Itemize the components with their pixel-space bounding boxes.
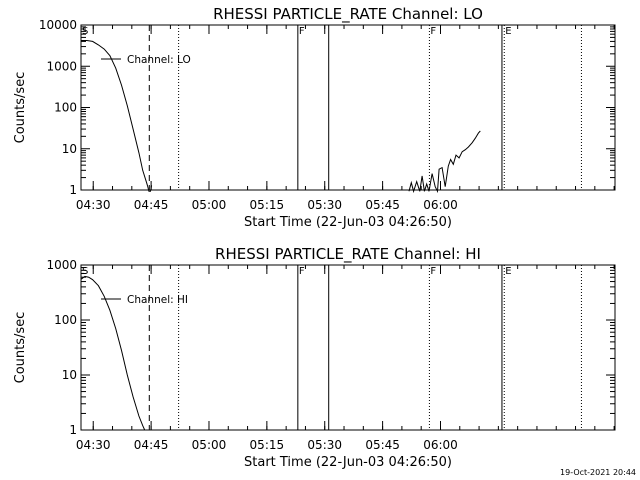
plot-panel-lo: RHESSI PARTICLE_RATE Channel: LO Counts/s… (13, 5, 616, 230)
x-tick-label: 06:00 (423, 438, 458, 452)
chart-title: RHESSI PARTICLE_RATE Channel: HI (215, 245, 481, 264)
plot-panel-hi: RHESSI PARTICLE_RATE Channel: HI Counts/s… (13, 245, 616, 470)
x-tick-label: 05:30 (307, 438, 342, 452)
chart-title: RHESSI PARTICLE_RATE Channel: LO (213, 5, 483, 24)
y-tick-label: 1 (69, 423, 77, 437)
legend-label: Channel: HI (127, 294, 188, 306)
y-axis-label: Counts/sec (13, 312, 28, 384)
x-tick-label: 05:45 (365, 198, 400, 212)
x-tick-label: 05:45 (365, 438, 400, 452)
y-tick-label: 10000 (39, 18, 77, 32)
x-axis-label: Start Time (22-Jun-03 04:26:50) (244, 455, 452, 470)
y-tick-label: 10 (62, 142, 77, 156)
y-tick-label: 1000 (46, 59, 77, 73)
x-tick-label: 05:15 (250, 438, 285, 452)
y-tick-label: 10 (62, 368, 77, 382)
x-tick-label: 04:45 (134, 438, 169, 452)
y-tick-label: 100 (54, 313, 77, 327)
axes-frame (80, 264, 616, 431)
x-tick-label: 05:00 (192, 198, 227, 212)
event-marker: F (430, 266, 436, 277)
x-tick-label: 04:45 (134, 198, 169, 212)
event-marker: S (82, 26, 88, 37)
event-marker: F (299, 266, 305, 277)
x-axis-label: Start Time (22-Jun-03 04:26:50) (244, 215, 452, 230)
y-axis-label: Counts/sec (13, 72, 28, 144)
x-tick-label: 05:00 (192, 438, 227, 452)
legend-label: Channel: LO (127, 54, 191, 66)
x-tick-label: 05:15 (250, 198, 285, 212)
x-tick-label: 06:00 (423, 198, 458, 212)
series-line (80, 275, 146, 431)
series-line (408, 130, 481, 194)
x-tick-label: 04:30 (76, 198, 111, 212)
event-marker: F (430, 26, 436, 37)
series-line (81, 40, 153, 192)
y-tick-label: 1000 (46, 258, 77, 272)
axes-frame (80, 24, 616, 191)
event-marker: E (505, 266, 511, 277)
x-tick-label: 05:30 (307, 198, 342, 212)
y-tick-label: 1 (69, 183, 77, 197)
x-tick-label: 04:30 (76, 438, 111, 452)
event-marker: S (82, 266, 88, 277)
event-marker: F (299, 26, 305, 37)
footer-timestamp: 19-Oct-2021 20:44 (560, 468, 636, 477)
y-tick-label: 100 (54, 101, 77, 115)
event-marker: E (505, 26, 511, 37)
